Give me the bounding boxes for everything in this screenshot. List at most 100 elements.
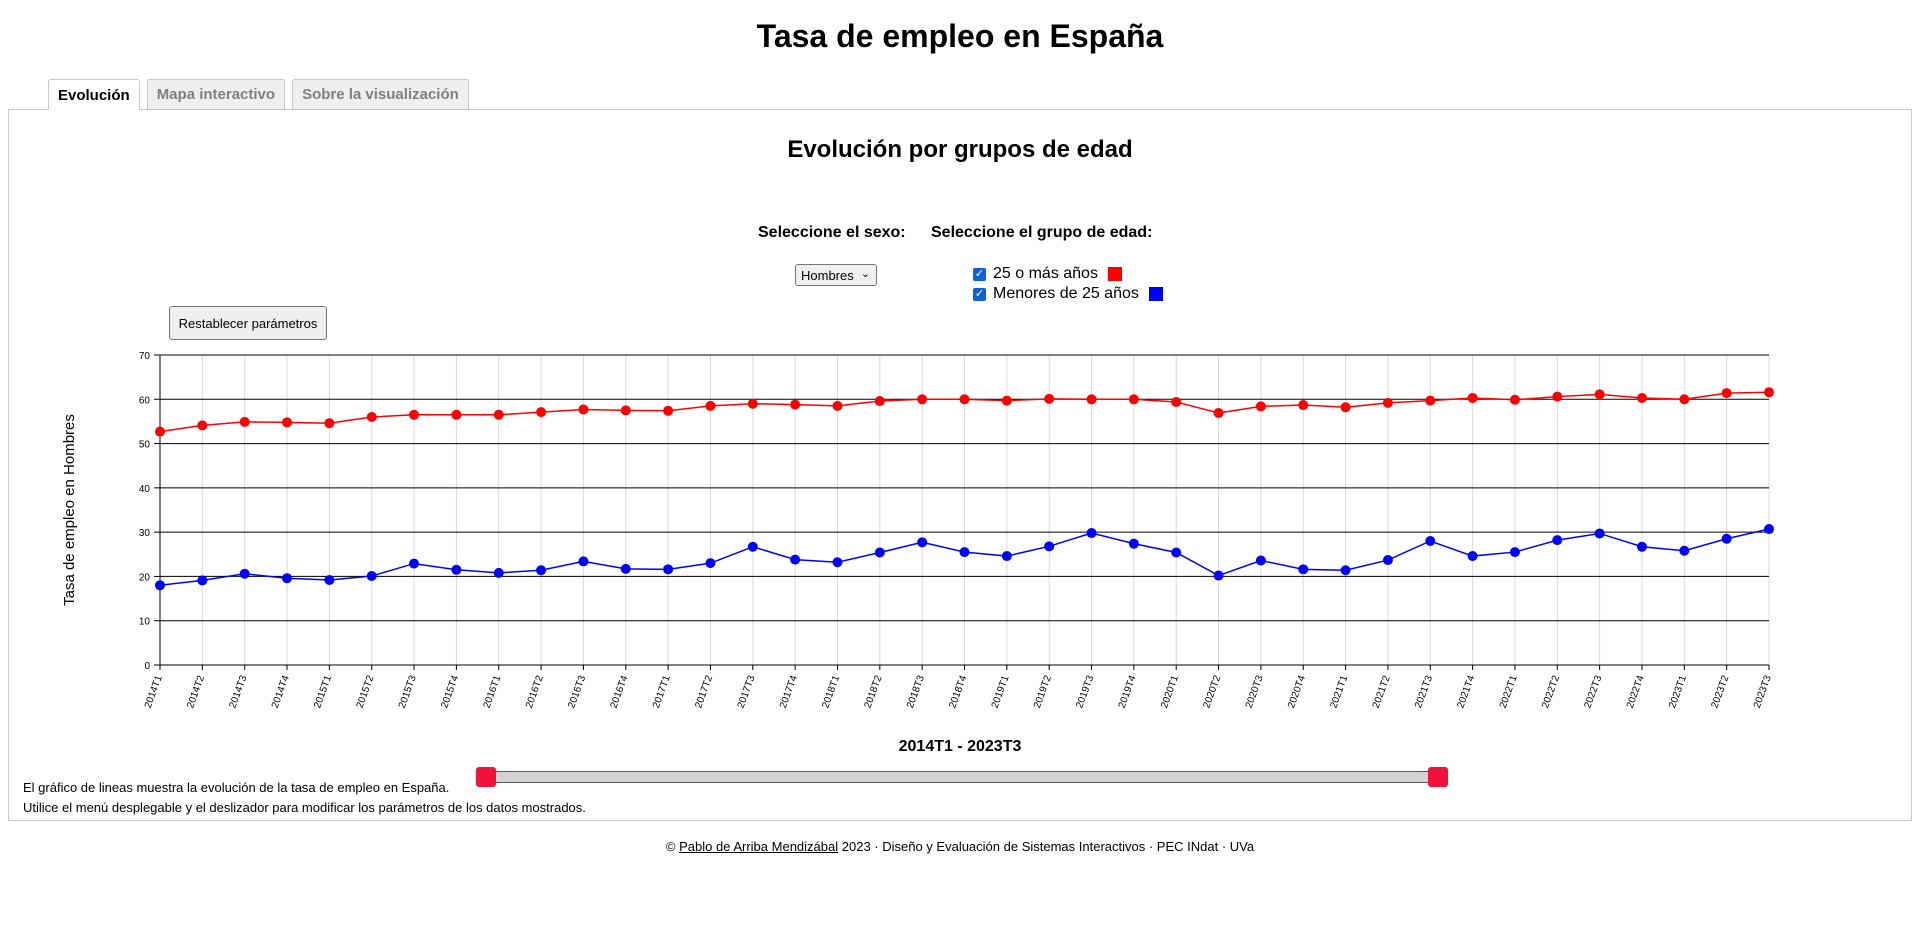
data-point [1382, 555, 1393, 566]
range-slider-end-handle[interactable] [1428, 767, 1448, 787]
data-point [1425, 536, 1436, 546]
data-point [1467, 551, 1478, 562]
data-point [1128, 394, 1139, 405]
x-tick-label: 2016T1 [482, 674, 504, 710]
data-point [366, 412, 377, 422]
data-point [1764, 387, 1774, 398]
reset-button[interactable]: Restablecer parámetros [169, 306, 327, 340]
data-point [1001, 551, 1012, 562]
data-point [1425, 395, 1436, 406]
data-point [1044, 541, 1055, 552]
data-point [620, 563, 631, 574]
data-point [282, 417, 293, 428]
checkbox-25-plus[interactable]: ✓ [973, 267, 986, 281]
author-link[interactable]: Pablo de Arriba Mendizábal [679, 839, 839, 854]
range-slider-start-handle[interactable] [476, 767, 496, 787]
data-point [536, 565, 547, 576]
x-tick-label: 2020T1 [1159, 674, 1181, 710]
data-point [1044, 393, 1055, 404]
tab-evolucion[interactable]: Evolución [48, 79, 140, 110]
x-tick-label: 2021T1 [1328, 674, 1350, 710]
data-point [1594, 528, 1605, 539]
age-option-under-25[interactable]: ✓ Menores de 25 años [973, 285, 1163, 303]
x-tick-label: 2022T4 [1625, 674, 1647, 710]
age-option-label: 25 o más años [993, 265, 1098, 282]
data-point [1001, 395, 1012, 406]
data-point [1213, 570, 1224, 581]
y-tick-label: 20 [139, 572, 151, 583]
x-tick-label: 2023T3 [1752, 674, 1774, 710]
data-point [1340, 565, 1351, 576]
tab-panel [8, 109, 1912, 821]
x-tick-label: 2020T4 [1286, 674, 1308, 710]
x-tick-label: 2019T1 [990, 674, 1012, 710]
data-point [1255, 401, 1266, 412]
sex-label: Seleccione el sexo: [758, 224, 906, 241]
y-tick-label: 70 [139, 351, 151, 362]
age-option-label: Menores de 25 años [993, 285, 1139, 302]
data-point [620, 405, 631, 416]
data-point [832, 400, 843, 411]
chart-description: El gráfico de lineas muestra la evolució… [23, 778, 586, 818]
x-tick-label: 2016T3 [566, 674, 588, 710]
data-point [832, 557, 843, 568]
range-slider-track[interactable] [486, 771, 1438, 783]
data-point [1509, 394, 1520, 405]
data-point [197, 575, 208, 586]
data-point [1721, 533, 1732, 544]
data-point [790, 399, 801, 410]
x-tick-label: 2017T1 [651, 674, 673, 710]
x-tick-label: 2018T4 [947, 674, 969, 710]
range-label: 2014T1 - 2023T3 [898, 738, 1022, 755]
x-tick-label: 2022T2 [1540, 674, 1562, 710]
chevron-down-icon: ⌄ [860, 268, 870, 280]
data-point [1509, 547, 1520, 558]
checkbox-under-25[interactable]: ✓ [973, 287, 986, 301]
x-tick-label: 2019T2 [1032, 674, 1054, 710]
data-point [790, 554, 801, 565]
data-point [1594, 389, 1605, 400]
sex-select[interactable]: Hombres ⌄ [795, 264, 877, 286]
tab-mapa-interactivo[interactable]: Mapa interactivo [146, 79, 286, 109]
data-point [1086, 394, 1097, 405]
data-point [324, 418, 335, 429]
x-tick-label: 2019T3 [1074, 674, 1096, 710]
data-point [536, 407, 547, 418]
age-option-25-plus[interactable]: ✓ 25 o más años [973, 265, 1122, 283]
data-point [663, 405, 674, 416]
data-point [578, 404, 589, 415]
data-point [1679, 545, 1690, 556]
x-tick-label: 2014T3 [228, 674, 250, 710]
data-point [451, 409, 462, 420]
section-title: Evolución por grupos de edad [787, 136, 1133, 163]
data-point [409, 409, 420, 420]
data-point [1086, 528, 1097, 539]
x-tick-label: 2018T2 [863, 674, 885, 710]
data-point [1467, 392, 1478, 403]
data-point [239, 416, 250, 427]
x-tick-label: 2017T3 [736, 674, 758, 710]
x-tick-label: 2016T4 [609, 674, 631, 710]
y-tick-label: 40 [139, 484, 151, 495]
x-tick-label: 2022T1 [1498, 674, 1520, 710]
x-tick-label: 2017T4 [778, 674, 800, 710]
x-tick-label: 2020T3 [1244, 674, 1266, 710]
y-tick-label: 30 [139, 528, 151, 539]
data-point [705, 400, 716, 411]
data-point [1255, 555, 1266, 566]
data-point [917, 537, 928, 548]
data-point [1171, 547, 1182, 558]
data-point [874, 547, 885, 558]
sex-select-value: Hombres [801, 267, 854, 283]
tab-sobre-visualizacion[interactable]: Sobre la visualización [292, 79, 469, 109]
data-point [1213, 408, 1224, 419]
y-tick-label: 50 [139, 440, 151, 451]
data-point [1764, 524, 1774, 535]
data-point [1636, 541, 1647, 552]
page-title: Tasa de empleo en España [756, 18, 1164, 54]
footer: © Pablo de Arriba Mendizábal 2023 · Dise… [0, 839, 1920, 854]
data-point [324, 574, 335, 585]
data-point [493, 409, 504, 420]
description-line: El gráfico de lineas muestra la evolució… [23, 780, 450, 795]
data-point [917, 394, 928, 405]
